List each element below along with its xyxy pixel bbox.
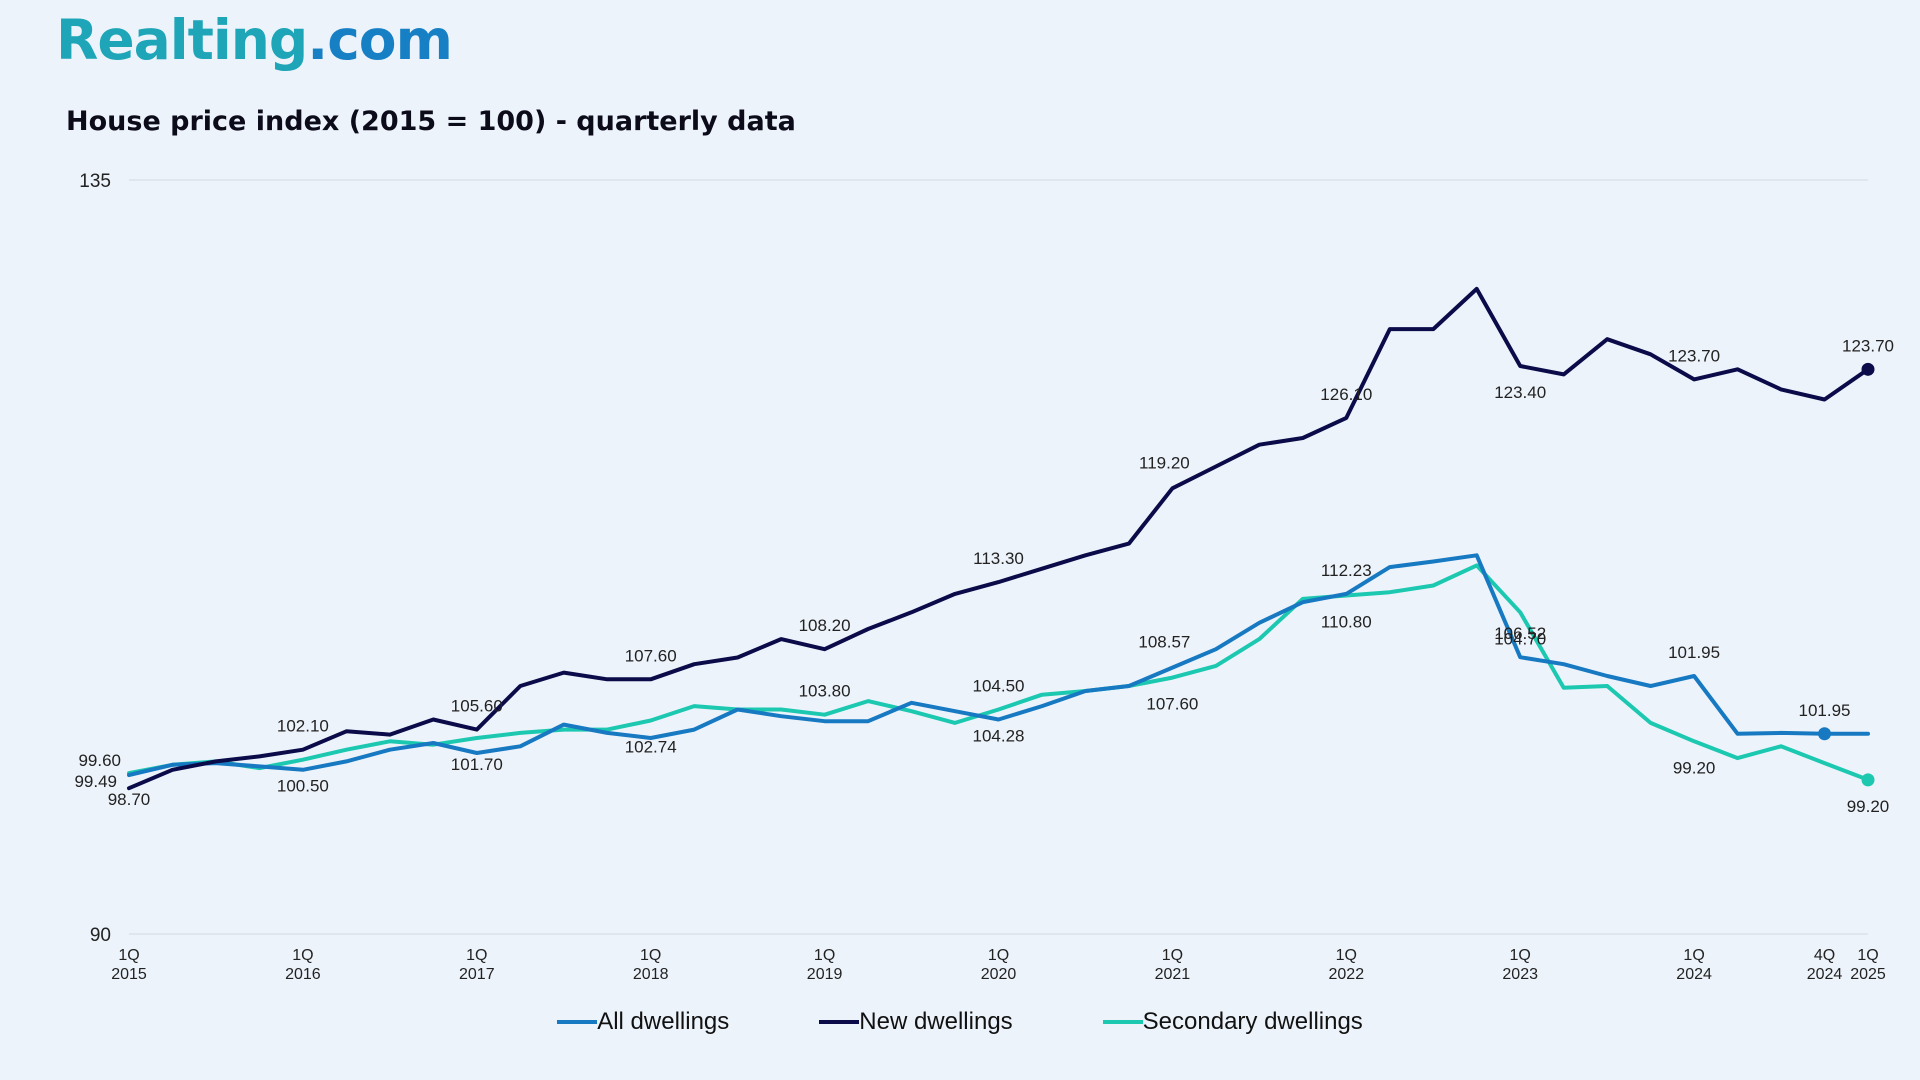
data-label: 99.20 [1673,758,1716,777]
brand-logo: Realting.com [56,8,453,72]
x-tick-label: 1Q [1162,947,1183,964]
data-label: 104.50 [973,676,1025,695]
series-line-new-dwellings [127,286,1870,791]
legend-swatch-secondary [1102,1020,1143,1024]
x-tick-label: 1Q [814,947,835,964]
data-label: 126.10 [1320,385,1372,404]
x-tick-label: 2024 [1807,966,1843,983]
data-label: 100.50 [277,777,329,796]
data-label: 110.80 [1321,613,1372,632]
data-label: 113.30 [973,549,1024,568]
x-tick-label: 2023 [1502,966,1538,983]
data-label: 98.70 [108,790,151,809]
x-tick-label: 2022 [1329,966,1365,983]
data-label: 104.28 [973,726,1025,745]
x-tick-label: 2016 [285,966,321,983]
data-label: 106.52 [1494,624,1546,643]
data-label: 101.95 [1668,643,1720,662]
data-label: 107.60 [1146,695,1198,714]
x-tick-label: 1Q [1510,947,1531,964]
chart-legend: All dwellings New dwellings Secondary dw… [0,1008,1920,1036]
series-line-all-dwellings [127,553,1870,777]
x-tick-label: 1Q [988,947,1009,964]
x-tick-label: 1Q [640,947,661,964]
x-tick-label: 2025 [1850,966,1886,983]
legend-label-all: All dwellings [597,1008,730,1035]
y-tick-label: 90 [90,925,111,946]
legend-item-all[interactable]: All dwellings [557,1008,729,1036]
brand-logo-suffix: .com [307,8,453,72]
x-tick-label: 1Q [118,947,139,964]
data-label: 99.60 [78,751,121,770]
data-label: 107.60 [625,646,677,665]
x-tick-label: 1Q [292,947,313,964]
series-end-marker [1861,362,1875,376]
x-tick-label: 2024 [1676,966,1712,983]
data-label: 108.20 [799,616,851,635]
x-tick-label: 1Q [466,947,487,964]
data-label: 123.40 [1494,383,1546,402]
x-tick-label: 2018 [633,966,669,983]
legend-label-new: New dwellings [859,1008,1013,1035]
x-tick-label: 1Q [1683,947,1704,964]
data-label: 123.70 [1842,336,1894,355]
x-tick-label: 2020 [981,966,1017,983]
data-label: 102.10 [277,717,329,736]
x-tick-label: 2017 [459,966,495,983]
data-label: 104.70 [1494,629,1546,648]
data-label: 105.60 [451,697,503,716]
x-tick-label: 2021 [1155,966,1191,983]
x-tick-label: 4Q [1814,947,1835,964]
data-label: 99.49 [74,772,117,791]
y-tick-label: 135 [79,171,111,192]
x-tick-label: 1Q [1857,947,1878,964]
data-label: 119.20 [1139,453,1190,472]
series-line-secondary-dwellings [127,563,1870,782]
legend-swatch-all [557,1020,598,1024]
legend-item-secondary[interactable]: Secondary dwellings [1102,1008,1363,1036]
series-end-marker [1818,727,1832,741]
data-label: 108.57 [1138,633,1190,652]
data-label: 101.70 [451,755,503,774]
data-label: 103.80 [799,682,851,701]
legend-swatch-new [819,1020,860,1024]
series-end-marker [1861,773,1875,787]
x-tick-label: 1Q [1336,947,1357,964]
legend-item-new[interactable]: New dwellings [819,1008,1013,1036]
data-label: 112.23 [1321,561,1372,580]
data-label: 99.20 [1847,797,1890,816]
chart-title: House price index (2015 = 100) - quarter… [66,106,796,137]
data-label: 101.95 [1799,701,1851,720]
data-label: 102.74 [625,738,677,757]
x-tick-label: 2015 [111,966,147,983]
legend-label-secondary: Secondary dwellings [1142,1008,1363,1035]
data-label: 123.70 [1668,346,1720,365]
brand-logo-main: Realting [56,8,308,72]
x-tick-label: 2019 [807,966,843,983]
